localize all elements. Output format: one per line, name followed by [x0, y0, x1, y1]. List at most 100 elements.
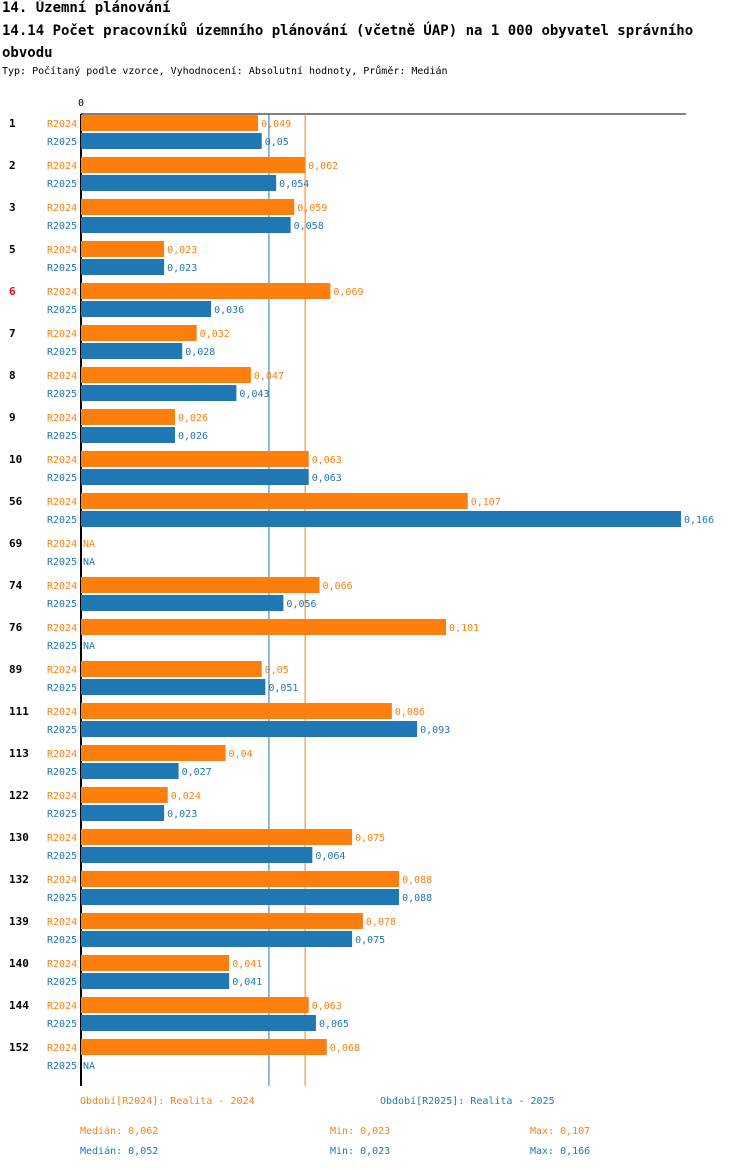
- bar-r2025: [81, 889, 400, 905]
- bar-r2024: [81, 451, 309, 467]
- bar-r2024: [81, 577, 320, 593]
- bar-r2025: [81, 595, 284, 611]
- bar-r2025: [81, 805, 165, 821]
- data-label: 0,059: [297, 203, 327, 214]
- data-label: 0,069: [333, 287, 363, 298]
- series-code-label: R2024: [47, 413, 77, 424]
- series-code-label: R2025: [47, 767, 77, 778]
- data-label: 0,05: [265, 665, 289, 676]
- series-code-label: R2024: [47, 749, 77, 760]
- bar-r2024: [81, 115, 259, 131]
- data-label: 0,086: [395, 707, 425, 718]
- bar-r2024: [81, 745, 226, 761]
- data-label: 0,063: [312, 473, 342, 484]
- data-label: 0,036: [214, 305, 244, 316]
- bar-r2025: [81, 175, 277, 191]
- data-label: 0,041: [232, 959, 262, 970]
- series-code-label: R2025: [47, 809, 77, 820]
- series-code-label: R2025: [47, 977, 77, 988]
- series-code-label: R2025: [47, 515, 77, 526]
- data-label: 0,043: [239, 389, 269, 400]
- category-label: 140: [9, 957, 29, 970]
- bar-r2025: [81, 847, 313, 863]
- category-label: 130: [9, 831, 29, 844]
- series-code-label: R2024: [47, 119, 77, 130]
- data-label: 0,166: [684, 515, 714, 526]
- category-label: 132: [9, 873, 29, 886]
- data-label: 0,054: [279, 179, 309, 190]
- stat-min-r2025: Min: 0,023: [330, 1146, 391, 1157]
- category-label: 74: [9, 579, 23, 592]
- bar-r2024: [81, 913, 363, 929]
- bar-r2025: [81, 679, 266, 695]
- chart-title: 14.14 Počet pracovníků územního plánován…: [2, 23, 694, 61]
- category-label: 69: [9, 537, 22, 550]
- data-label: 0,063: [312, 455, 342, 466]
- data-label: NA: [83, 1061, 95, 1072]
- bar-r2024: [81, 955, 230, 971]
- data-label: 0,093: [420, 725, 450, 736]
- category-label: 10: [9, 453, 22, 466]
- data-label: 0,04: [229, 749, 253, 760]
- bar-r2024: [81, 829, 353, 845]
- stat-max-r2024: Max: 0,107: [530, 1126, 591, 1137]
- series-code-label: R2025: [47, 725, 77, 736]
- data-label: 0,065: [319, 1019, 349, 1030]
- bar-r2024: [81, 787, 168, 803]
- series-code-label: R2025: [47, 473, 77, 484]
- data-label: 0,075: [355, 833, 385, 844]
- bar-r2025: [81, 259, 165, 275]
- bar-r2024: [81, 619, 447, 635]
- bar-r2024: [81, 241, 165, 257]
- bar-r2024: [81, 661, 262, 677]
- category-label: 152: [9, 1041, 29, 1054]
- data-label: 0,051: [268, 683, 298, 694]
- bar-r2024: [81, 283, 331, 299]
- category-label: 56: [9, 495, 23, 508]
- bar-r2024: [81, 1039, 327, 1055]
- category-label: 7: [9, 327, 16, 340]
- category-label: 111: [9, 705, 29, 718]
- series-code-label: R2025: [47, 641, 77, 652]
- category-label: 9: [9, 411, 16, 424]
- data-label: 0,023: [167, 809, 197, 820]
- data-label: 0,062: [308, 161, 338, 172]
- bar-r2024: [81, 367, 251, 383]
- data-label: 0,058: [294, 221, 324, 232]
- series-code-label: R2024: [47, 329, 77, 340]
- category-label: 8: [9, 369, 16, 382]
- series-code-label: R2024: [47, 1043, 77, 1054]
- data-label: 0,066: [323, 581, 353, 592]
- data-label: 0,023: [167, 263, 197, 274]
- bar-r2025: [81, 133, 262, 149]
- data-label: 0,032: [200, 329, 230, 340]
- legend-r2024: Období[R2024]: Realita - 2024: [80, 1096, 255, 1107]
- data-label: 0,064: [315, 851, 345, 862]
- bar-r2025: [81, 1015, 316, 1031]
- bar-r2025: [81, 763, 179, 779]
- category-label: 113: [9, 747, 29, 760]
- data-label: 0,075: [355, 935, 385, 946]
- data-label: 0,026: [178, 431, 208, 442]
- series-code-label: R2024: [47, 539, 77, 550]
- data-label: 0,063: [312, 1001, 342, 1012]
- series-code-label: R2025: [47, 1019, 77, 1030]
- series-code-label: R2024: [47, 497, 77, 508]
- data-label: 0,023: [167, 245, 197, 256]
- series-code-label: R2024: [47, 161, 77, 172]
- series-code-label: R2024: [47, 833, 77, 844]
- bar-r2025: [81, 217, 291, 233]
- series-code-label: R2025: [47, 305, 77, 316]
- data-label: NA: [83, 539, 95, 550]
- bar-r2025: [81, 511, 681, 527]
- section-title: 14. Územní plánování: [2, 0, 171, 16]
- data-label: 0,101: [449, 623, 479, 634]
- bar-r2024: [81, 325, 197, 341]
- data-label: 0,078: [366, 917, 396, 928]
- category-label: 89: [9, 663, 22, 676]
- series-code-label: R2025: [47, 1061, 77, 1072]
- axis-zero-label: 0: [78, 98, 84, 109]
- data-label: NA: [83, 557, 95, 568]
- data-label: 0,056: [286, 599, 316, 610]
